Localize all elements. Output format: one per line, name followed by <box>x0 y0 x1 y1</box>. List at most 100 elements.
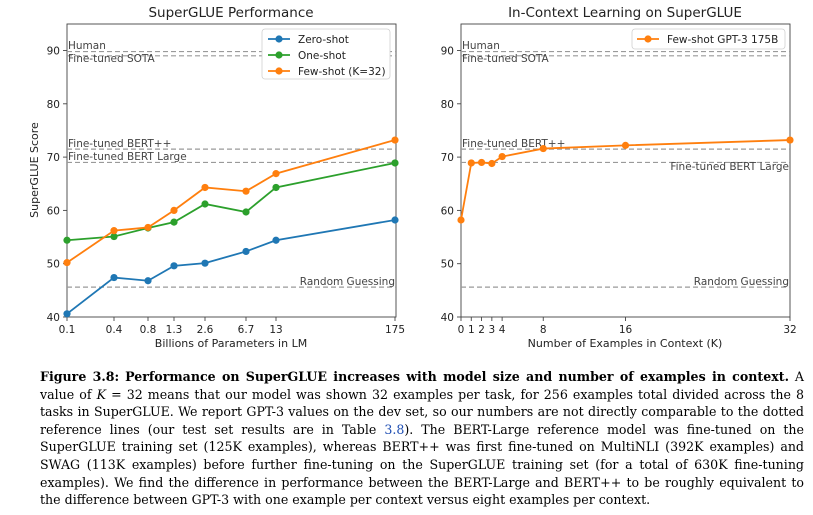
data-point-few-shot-k-32 <box>272 170 280 178</box>
x-tick-label: 0 <box>458 324 465 336</box>
ref-label-bertpp: Fine-tuned BERT++ <box>462 138 565 150</box>
ref-label-sota: Fine-tuned SOTA <box>68 53 156 65</box>
data-point-few-shot-gpt-3-175b <box>477 158 486 167</box>
data-point-few-shot-k-32 <box>63 259 71 267</box>
x-axis-label: Billions of Parameters in LM <box>155 337 307 350</box>
series-line-zero-shot <box>66 219 396 315</box>
chart-title: In-Context Learning on SuperGLUE <box>508 5 742 21</box>
data-point-zero-shot <box>110 273 118 282</box>
data-point-zero-shot <box>391 216 399 224</box>
data-point-few-shot-k-32 <box>201 183 209 192</box>
legend-box <box>261 28 391 80</box>
data-point-one-shot <box>63 236 71 244</box>
data-point-zero-shot <box>63 310 71 318</box>
data-point-one-shot <box>391 159 399 167</box>
x-tick-label: 0.4 <box>106 324 123 336</box>
y-tick-label: 80 <box>47 99 60 111</box>
y-tick-label: 90 <box>441 46 454 58</box>
data-point-few-shot-gpt-3-175b <box>539 144 547 153</box>
data-point-few-shot-gpt-3-175b <box>457 216 465 224</box>
data-point-few-shot-gpt-3-175b <box>488 159 496 168</box>
ref-label-human: Human <box>68 40 106 52</box>
legend-label-one-shot: One-shot <box>298 50 346 62</box>
y-tick-label: 50 <box>47 259 60 271</box>
x-axis-ticks: 0.1 0.4 0.8 1.3 2.6 6.7 13 175 <box>59 317 405 336</box>
plot-frame <box>66 23 397 318</box>
data-point-zero-shot <box>170 262 178 270</box>
figure-caption: Figure 3.8: Performance on SuperGLUE inc… <box>40 368 804 509</box>
ref-label-bertpp: Fine-tuned BERT++ <box>68 138 171 150</box>
x-axis-ticks: 0 1 2 3 4 8 16 32 <box>458 317 797 336</box>
caption-math-k: K <box>96 386 107 402</box>
data-point-zero-shot <box>272 236 280 244</box>
legend-marker-one-shot <box>275 51 283 59</box>
data-point-few-shot-k-32 <box>110 227 118 235</box>
data-point-few-shot-k-32 <box>391 136 399 144</box>
x-tick-label: 175 <box>385 324 405 336</box>
data-point-one-shot <box>242 208 250 216</box>
x-tick-label: 8 <box>540 324 547 336</box>
data-point-zero-shot <box>144 277 152 285</box>
data-point-few-shot-gpt-3-175b <box>467 159 475 167</box>
series-line-one-shot <box>66 162 396 242</box>
series-group <box>63 136 399 318</box>
ref-label-sota: Fine-tuned SOTA <box>462 53 550 65</box>
data-point-one-shot <box>201 200 209 208</box>
caption-bold-summary: Performance on SuperGLUE increases with … <box>125 369 789 384</box>
data-point-one-shot <box>272 183 280 192</box>
reference-lines <box>461 50 790 288</box>
y-tick-label: 80 <box>441 99 454 111</box>
data-point-few-shot-k-32 <box>242 187 250 195</box>
x-tick-label: 2 <box>478 324 485 336</box>
caption-text-3: ). The BERT-Large reference model was fi… <box>40 421 804 508</box>
x-tick-label: 16 <box>619 324 633 336</box>
legend-marker-zero-shot <box>275 35 283 43</box>
y-axis-ticks: 40 50 60 70 80 90 <box>441 46 461 324</box>
figure-canvas: SuperGLUE Performance Human Fine-tuned S… <box>28 5 797 350</box>
legend-marker-few-shot-k-32 <box>275 67 283 75</box>
data-point-zero-shot <box>201 259 209 267</box>
x-axis-label: Number of Examples in Context (K) <box>528 337 723 350</box>
chart-superglue-performance: SuperGLUE Performance Human Fine-tuned S… <box>28 5 405 350</box>
data-point-zero-shot <box>242 247 250 256</box>
legend-label-few-shot-k-32: Few-shot (K=32) <box>298 66 386 78</box>
ref-label-random: Random Guessing <box>300 276 395 288</box>
x-tick-label: 1.3 <box>166 324 183 336</box>
y-tick-label: 60 <box>441 205 454 217</box>
y-tick-label: 70 <box>441 152 454 164</box>
data-point-few-shot-gpt-3-175b <box>621 141 630 149</box>
y-tick-label: 90 <box>47 46 60 58</box>
series-line-few-shot-gpt-3-175b <box>460 139 791 221</box>
legend-marker-few-shot-gpt-3-175b <box>644 35 652 43</box>
series-group <box>457 136 794 224</box>
reference-lines <box>67 50 396 288</box>
data-point-one-shot <box>170 218 178 226</box>
x-tick-label: 3 <box>489 324 496 336</box>
caption-text-2: = 32 means that our model was shown 32 e… <box>40 386 805 437</box>
ref-label-bert-large: Fine-tuned BERT Large <box>670 161 789 173</box>
y-tick-label: 40 <box>47 312 60 324</box>
data-point-few-shot-k-32 <box>170 206 178 214</box>
y-tick-label: 60 <box>47 205 60 217</box>
legend: Few-shot GPT-3 175B <box>631 28 786 50</box>
caption-table-link[interactable]: 3.8 <box>384 421 405 437</box>
x-tick-label: 32 <box>783 324 796 336</box>
x-tick-label: 6.7 <box>238 324 255 336</box>
data-point-few-shot-k-32 <box>144 223 152 232</box>
chart-in-context-learning: In-Context Learning on SuperGLUE Human F… <box>441 5 797 350</box>
legend-items: Zero-shot One-shot Few-shot (K=32) <box>268 34 386 78</box>
x-tick-label: 2.6 <box>197 324 214 336</box>
ref-label-human: Human <box>462 40 500 52</box>
legend: Zero-shot One-shot Few-shot (K=32) <box>261 28 391 80</box>
x-tick-label: 1 <box>468 324 475 336</box>
data-point-one-shot <box>110 232 118 241</box>
data-point-few-shot-gpt-3-175b <box>498 152 506 161</box>
y-tick-label: 50 <box>441 259 454 271</box>
ref-label-bert-large: Fine-tuned BERT Large <box>68 151 187 163</box>
caption-label: Figure 3.8: <box>40 369 120 384</box>
y-axis-ticks: 40 50 60 70 80 90 <box>47 46 67 324</box>
x-tick-label: 0.1 <box>59 324 76 336</box>
caption-text-1: A value of <box>40 369 804 402</box>
legend-box <box>631 28 786 50</box>
legend-label-zero-shot: Zero-shot <box>298 34 349 46</box>
